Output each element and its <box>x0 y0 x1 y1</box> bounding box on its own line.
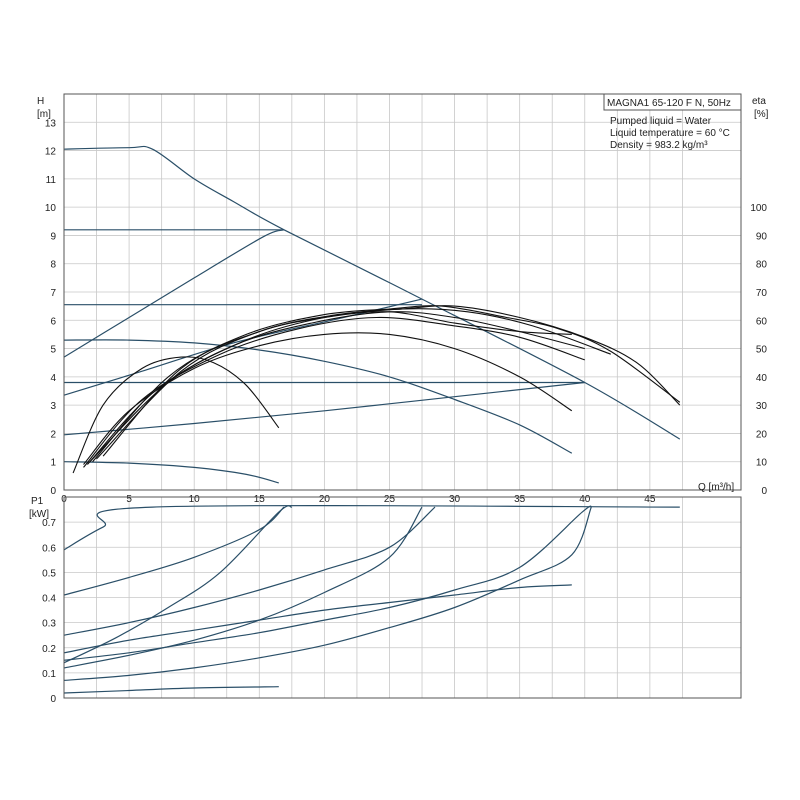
power-curve-9 <box>63 686 279 694</box>
eta-tick-label: 80 <box>756 260 768 271</box>
eta-tick-label: 20 <box>756 429 768 440</box>
head-tick-label: 2 <box>50 429 56 440</box>
power-curve-8 <box>63 584 572 654</box>
efficiency-curve-8 <box>102 311 572 457</box>
eta-tick-label: 90 <box>756 231 768 242</box>
head-tick-label: 12 <box>45 147 57 158</box>
chart-title: MAGNA1 65-120 F N, 50Hz <box>607 98 731 109</box>
power-curve-1 <box>63 504 680 551</box>
flow-tick-label: 25 <box>384 494 396 505</box>
efficiency-curve-1 <box>72 356 280 474</box>
power-tick-label: 0 <box>50 694 56 705</box>
eta-axis-unit: [%] <box>754 109 769 120</box>
power-curve-2 <box>63 506 285 596</box>
head-tick-label: 11 <box>46 175 57 186</box>
head-tick-label: 4 <box>50 373 56 384</box>
head-tick-label: 5 <box>50 345 56 356</box>
head-curve-1 <box>63 145 681 440</box>
flow-tick-label: 45 <box>644 494 656 505</box>
power-curve-3 <box>63 506 436 636</box>
power-tick-label: 0.6 <box>42 543 56 554</box>
eta-tick-label: 0 <box>761 486 767 497</box>
head-tick-label: 10 <box>45 203 57 214</box>
power-tick-label: 0.3 <box>42 619 56 630</box>
power-tick-label: 0.1 <box>42 669 56 680</box>
head-grid <box>64 94 741 490</box>
power-plot-frame <box>63 496 742 699</box>
power-tick-label: 0.5 <box>42 568 56 579</box>
eta-tick-label: 50 <box>756 345 768 356</box>
power-tick-label: 0.7 <box>42 518 56 529</box>
power-tick-labels: 0 0.1 0.2 0.3 0.4 0.5 0.6 0.7 <box>42 518 56 705</box>
power-curve-5 <box>63 505 293 664</box>
head-axis-unit: [m] <box>37 109 51 120</box>
eta-tick-label: 70 <box>756 288 768 299</box>
eta-tick-label: 30 <box>756 401 768 412</box>
annotation-density: Density = 983.2 kg/m³ <box>610 140 708 151</box>
power-curve-6 <box>63 506 423 669</box>
head-curve-7 <box>63 381 585 436</box>
efficiency-curve-5 <box>89 308 611 463</box>
eta-tick-label: 40 <box>756 373 768 384</box>
title-box <box>603 93 742 111</box>
head-curve-9 <box>63 461 279 484</box>
eta-tick-label: 10 <box>756 458 768 469</box>
annotation-liquid-temperature: Liquid temperature = 60 °C <box>610 128 730 139</box>
head-tick-label: 0 <box>50 486 56 497</box>
efficiency-curve-3 <box>83 316 585 468</box>
head-tick-label: 1 <box>50 458 56 469</box>
efficiency-curve-4 <box>86 311 585 465</box>
annotation-pumped-liquid: Pumped liquid = Water <box>610 116 712 127</box>
head-tick-label: 6 <box>50 316 56 327</box>
head-tick-label: 9 <box>50 231 56 242</box>
head-curve-3 <box>63 229 285 358</box>
head-tick-labels: 0 5 10 15 20 25 30 35 40 450123456789101112130102… <box>45 118 768 505</box>
efficiency-curve-7 <box>96 305 681 460</box>
power-curves <box>63 504 680 694</box>
flow-tick-label: 15 <box>254 494 266 505</box>
efficiency-curve-2 <box>83 332 573 465</box>
eta-tick-label: 60 <box>756 316 768 327</box>
power-grid <box>64 497 741 698</box>
efficiency-curves <box>72 305 681 474</box>
power-tick-label: 0.4 <box>42 594 56 605</box>
flow-axis-label: Q [m³/h] <box>698 482 734 493</box>
power-axis-unit: [kW] <box>29 509 49 520</box>
head-tick-label: 3 <box>50 401 56 412</box>
power-curve-7 <box>63 506 592 681</box>
efficiency-curve-6 <box>92 305 681 463</box>
power-axis-label: P1 <box>31 496 44 507</box>
head-tick-label: 7 <box>50 288 56 299</box>
eta-tick-label: 100 <box>750 203 767 214</box>
head-curve-8 <box>63 339 573 454</box>
flow-tick-label: 10 <box>189 494 201 505</box>
flow-tick-label: 20 <box>319 494 331 505</box>
head-tick-label: 8 <box>50 260 56 271</box>
eta-axis-label: eta <box>752 96 766 107</box>
power-tick-label: 0.2 <box>42 644 56 655</box>
flow-tick-label: 5 <box>126 494 132 505</box>
head-axis-label: H <box>37 96 44 107</box>
flow-tick-label: 30 <box>449 494 461 505</box>
head-curves <box>63 145 681 484</box>
flow-tick-label: 35 <box>514 494 526 505</box>
head-tick-label: 13 <box>45 118 57 129</box>
flow-tick-label: 40 <box>579 494 591 505</box>
head-plot-frame <box>63 93 742 491</box>
